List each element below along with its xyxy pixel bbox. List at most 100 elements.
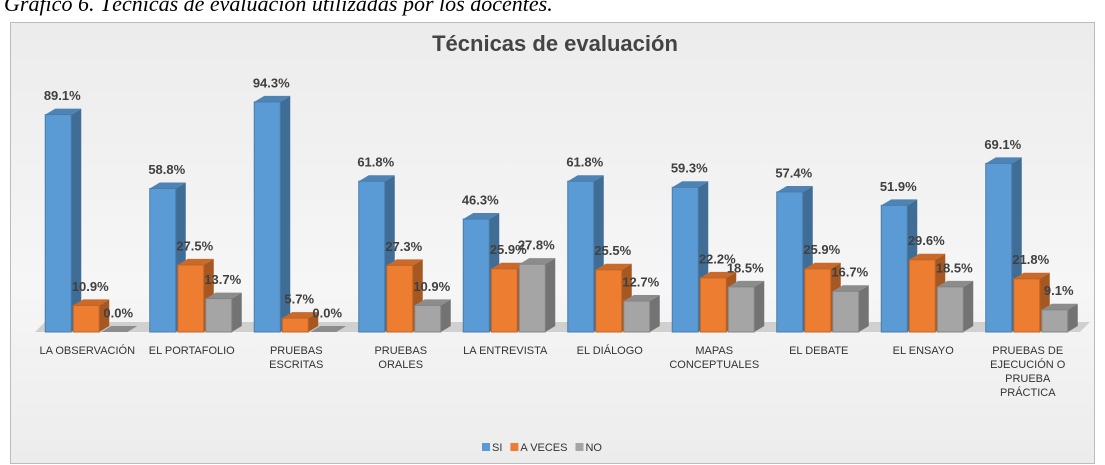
data-label: 22.2% <box>699 251 736 266</box>
data-label: 69.1% <box>984 137 1021 152</box>
bar-top <box>909 253 946 260</box>
x-tick-label: LA ENTREVISTA <box>463 345 548 357</box>
data-label: 59.3% <box>671 161 708 176</box>
bar-front <box>908 259 936 333</box>
bar-front <box>414 304 442 333</box>
bar-front <box>358 180 386 333</box>
data-label: 21.8% <box>1012 252 1049 267</box>
bar-side <box>71 108 82 332</box>
bar-front <box>699 277 727 333</box>
data-label: 25.9% <box>490 242 527 257</box>
legend-swatch <box>482 443 490 451</box>
x-tick-label: EL DIÁLOGO <box>576 345 643 357</box>
x-tick-label: EL DEBATE <box>789 345 849 357</box>
data-label: 25.5% <box>594 243 631 258</box>
bar-top <box>832 285 869 292</box>
x-tick-label: MAPAS CONCEPTUALES <box>669 345 760 371</box>
data-label: 5.7% <box>284 292 314 307</box>
data-label: 29.6% <box>908 233 945 248</box>
bar-front <box>985 162 1013 333</box>
data-label: 16.7% <box>831 265 868 280</box>
x-tick-label: PRUEBAS DE EJECUCIÓN O PRUEBA PRÁCTICA <box>990 345 1066 399</box>
caption: Gráfico 6. Técnicas de evaluación utiliz… <box>4 0 553 16</box>
data-label: 94.3% <box>253 75 290 90</box>
bar-front <box>490 268 518 333</box>
bar-side <box>308 312 319 332</box>
bar-front <box>281 317 309 333</box>
bar <box>44 108 82 333</box>
bar-front <box>177 264 205 333</box>
data-label: 27.3% <box>385 239 422 254</box>
legend-label: NO <box>585 442 602 454</box>
bar-side <box>963 280 974 332</box>
bar <box>253 95 291 333</box>
x-tick-label: EL PORTAFOLIO <box>148 345 235 357</box>
bar-front <box>253 101 281 333</box>
legend-swatch <box>510 443 519 451</box>
bar-top <box>386 259 423 266</box>
bar <box>358 175 395 333</box>
bar-front <box>880 204 908 333</box>
legend-label: A VECES <box>520 442 567 454</box>
bar-top <box>804 262 841 269</box>
data-label: 27.8% <box>518 238 555 253</box>
bar-side <box>440 299 451 332</box>
data-label: 57.4% <box>775 165 812 180</box>
data-label: 10.9% <box>72 279 109 294</box>
bar <box>518 258 556 333</box>
bar-top <box>310 326 347 332</box>
bar-front <box>518 263 546 333</box>
bar-top <box>463 213 500 220</box>
bar-top <box>728 280 765 287</box>
data-label: 25.9% <box>803 242 840 257</box>
chart-title: Técnicas de evaluación <box>432 31 678 56</box>
bar-top <box>881 199 918 206</box>
bar-top <box>101 326 138 332</box>
bar-top <box>985 157 1022 164</box>
data-label: 0.0% <box>312 305 342 320</box>
bar-front <box>623 300 651 333</box>
bar-top <box>595 263 632 270</box>
bar-front <box>832 290 860 333</box>
bar-top <box>1041 303 1078 310</box>
bar-top <box>937 280 974 287</box>
bar-front <box>671 186 699 333</box>
data-label: 18.5% <box>936 260 973 275</box>
bar-top <box>45 108 82 115</box>
bar-top <box>177 258 214 265</box>
bar-front <box>804 268 832 333</box>
bar-front <box>149 188 177 333</box>
bar-top <box>776 185 813 192</box>
bar-top <box>672 181 709 188</box>
bar-front <box>205 298 233 333</box>
bar-front <box>1013 278 1041 333</box>
bar <box>727 280 765 333</box>
bar-side <box>280 95 291 333</box>
bar-side <box>1067 303 1078 332</box>
x-tick-label: LA OBSERVACIÓN <box>39 345 136 357</box>
bar-top <box>414 299 451 306</box>
bar <box>832 285 869 333</box>
bar-side <box>649 295 660 332</box>
bar-top <box>149 182 186 189</box>
bar-front <box>567 180 595 333</box>
bar-front <box>727 286 755 333</box>
bar-top <box>73 299 110 306</box>
bar-top <box>254 95 291 102</box>
bar-top <box>623 295 660 302</box>
bar-front <box>386 264 414 333</box>
data-label: 46.3% <box>462 192 499 207</box>
bar-top <box>567 175 604 182</box>
bar <box>936 280 974 333</box>
data-label: 18.5% <box>727 260 764 275</box>
bar <box>281 312 319 333</box>
bar-top <box>282 312 319 319</box>
bar-side <box>754 280 765 332</box>
data-label: 58.8% <box>148 162 185 177</box>
bar-front <box>44 114 72 333</box>
bar <box>414 299 451 333</box>
x-tick-label: PRUEBAS ORALES <box>374 345 428 371</box>
data-label: 27.5% <box>176 238 213 253</box>
bar-side <box>231 292 242 332</box>
